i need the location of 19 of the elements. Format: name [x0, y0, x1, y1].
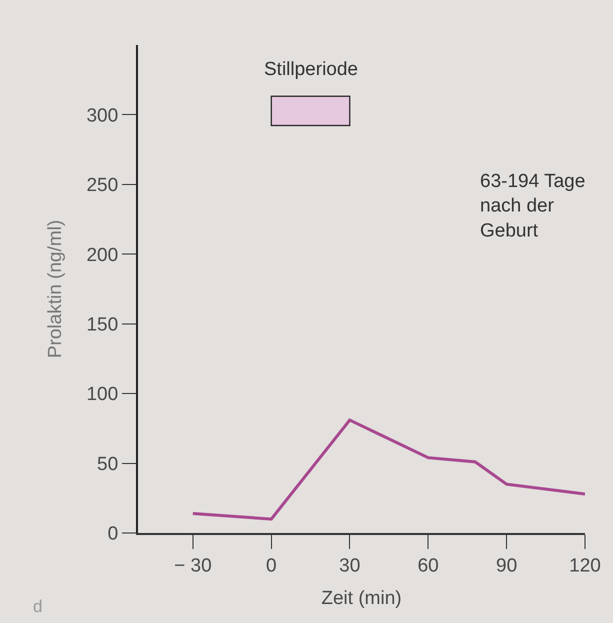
y-tick-label: 50 [97, 454, 118, 475]
y-tick-label: 200 [86, 244, 118, 266]
y-tick-label: 100 [86, 384, 118, 406]
x-tick-label: 60 [418, 556, 439, 577]
y-tick-label: 150 [86, 314, 118, 336]
x-tick-label: 90 [496, 556, 518, 577]
annotation: 63-194 Tage nach der Geburt [480, 171, 586, 242]
y-tick-label: 250 [86, 175, 118, 196]
y-tick-label: 0 [108, 524, 118, 545]
x-tick-label: 120 [569, 556, 601, 577]
y-axis-title: Prolaktin (ng/ml) [44, 220, 66, 358]
x-tick-label: 0 [266, 556, 277, 577]
x-tick-label: − 30 [174, 556, 212, 577]
x-tick-label: 30 [339, 556, 360, 577]
y-tick-label: 300 [86, 105, 118, 126]
band-label: Stillperiode [264, 59, 358, 80]
text: d [33, 597, 42, 616]
x-axis-title: Zeit (min) [321, 588, 402, 609]
line-series [191, 418, 585, 521]
